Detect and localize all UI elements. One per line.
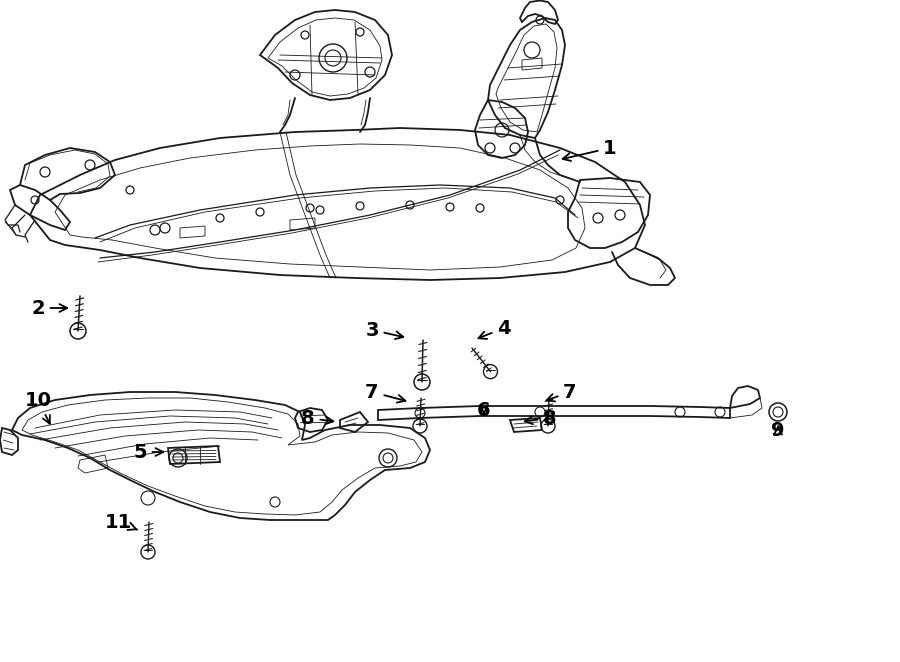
Text: 7: 7 (546, 383, 577, 401)
Text: 6: 6 (477, 401, 490, 420)
Text: 8: 8 (302, 408, 333, 428)
Text: 3: 3 (365, 320, 403, 340)
Text: 8: 8 (525, 408, 557, 428)
Text: 11: 11 (104, 512, 137, 532)
Text: 10: 10 (24, 391, 51, 424)
Text: 2: 2 (32, 299, 68, 318)
Text: 1: 1 (562, 138, 616, 161)
Text: 5: 5 (133, 442, 163, 461)
Text: 9: 9 (771, 420, 785, 440)
Text: 7: 7 (365, 383, 405, 402)
Text: 4: 4 (479, 318, 511, 339)
